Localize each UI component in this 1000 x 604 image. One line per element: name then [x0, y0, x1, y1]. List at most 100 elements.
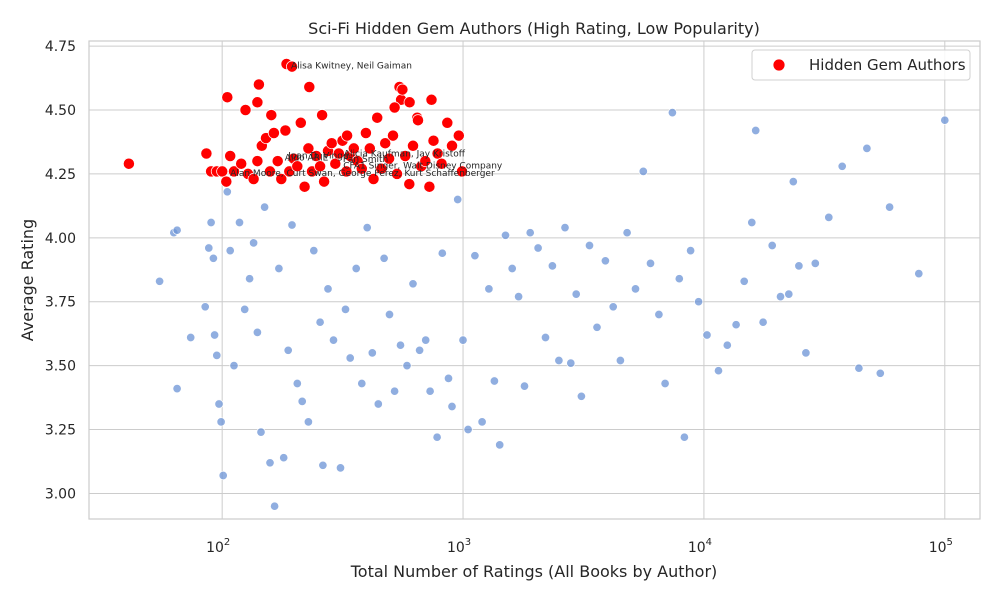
author-point	[500, 230, 511, 240]
x-tick-label: 105	[929, 537, 953, 556]
author-point	[940, 115, 950, 125]
point-annotation: Aldo ARIE	[285, 153, 329, 163]
author-point	[810, 258, 820, 268]
author-point	[415, 345, 425, 355]
hidden-gem-point	[363, 142, 376, 155]
author-point	[297, 396, 307, 406]
author-point	[540, 332, 551, 343]
author-point	[722, 340, 732, 350]
author-point	[600, 256, 610, 266]
hidden-gem-point	[294, 116, 307, 129]
author-point	[654, 309, 664, 320]
author-point	[328, 335, 339, 345]
author-point	[362, 223, 372, 233]
hidden-gem-point	[396, 83, 409, 96]
hidden-gem-point	[456, 165, 468, 178]
hidden-gem-point	[359, 127, 372, 139]
author-point	[208, 253, 218, 263]
hidden-gem-point	[407, 139, 419, 152]
author-point	[260, 202, 270, 212]
author-point	[571, 289, 581, 299]
point-annotation: Alan Moore, Curt Swan, George Perez, Kur…	[230, 169, 495, 179]
point-annotation: Joan D. Vinge	[287, 152, 349, 162]
hidden-gem-point	[325, 137, 338, 150]
author-point	[484, 284, 494, 294]
hidden-gem-point	[332, 147, 345, 160]
hidden-gem-point	[403, 178, 416, 191]
author-point	[218, 470, 228, 481]
author-point	[453, 194, 463, 205]
x-tick-label: 102	[206, 537, 230, 556]
axes-frame	[88, 40, 981, 520]
author-point	[775, 292, 786, 302]
hidden-gem-point	[291, 160, 304, 173]
hidden-gem-point	[347, 142, 360, 155]
hidden-gem-point	[341, 129, 354, 142]
grid-lines	[89, 41, 980, 519]
author-point	[630, 284, 641, 294]
author-point	[477, 417, 487, 427]
hidden-gem-point	[383, 152, 396, 165]
author-point	[731, 320, 741, 330]
author-point	[694, 297, 704, 307]
hidden-gem-point	[303, 81, 316, 93]
author-point	[249, 238, 259, 248]
author-point	[357, 378, 367, 389]
author-point	[470, 251, 480, 261]
hidden-gem-point	[419, 155, 432, 168]
author-point	[615, 355, 625, 366]
hidden-gem-point	[298, 180, 311, 193]
author-point	[287, 220, 297, 230]
hidden-gem-point	[425, 93, 438, 106]
y-tick-label: 3.25	[45, 423, 76, 439]
author-point	[303, 417, 313, 427]
author-point	[292, 378, 302, 389]
author-point	[172, 225, 182, 235]
author-point	[519, 381, 530, 391]
hidden-gem-point	[340, 165, 353, 178]
author-point	[323, 284, 333, 294]
hidden-gem-point	[265, 109, 278, 122]
author-point	[739, 276, 749, 286]
author-point	[234, 217, 245, 228]
author-point	[345, 353, 355, 363]
author-point	[432, 432, 442, 442]
hidden-gem-point	[375, 162, 388, 175]
x-axis-label: Total Number of Ratings (All Books by Au…	[350, 562, 718, 581]
y-axis-label: Average Rating	[18, 219, 37, 341]
chart-title: Sci-Fi Hidden Gem Authors (High Rating, …	[308, 19, 760, 38]
author-point	[379, 253, 389, 263]
hidden-gem-point	[239, 104, 252, 116]
author-point	[279, 453, 289, 463]
y-tick-label: 3.75	[45, 295, 76, 311]
hidden-gem-point	[275, 173, 288, 185]
author-point	[172, 384, 182, 394]
author-point	[767, 240, 777, 251]
author-point	[373, 399, 383, 409]
plot-frame	[88, 40, 981, 520]
hidden-gem-point	[235, 157, 248, 170]
author-point	[533, 243, 543, 253]
hidden-gem-point	[391, 167, 403, 180]
hidden-gem-point	[388, 101, 401, 114]
legend-box	[751, 49, 971, 81]
author-point	[875, 368, 885, 378]
hidden-gem-point	[247, 173, 260, 185]
hidden-gem-point	[379, 137, 392, 150]
author-point	[560, 223, 570, 233]
hidden-gem-point	[252, 78, 265, 91]
author-point	[507, 263, 517, 274]
plot-area	[89, 41, 980, 519]
author-point	[200, 302, 210, 312]
hidden-gem-point	[452, 129, 465, 142]
author-point	[245, 274, 255, 284]
author-point	[367, 348, 377, 358]
author-point	[206, 217, 216, 228]
author-point	[229, 361, 239, 371]
author-point	[216, 417, 226, 427]
author-point	[447, 401, 457, 412]
author-point	[622, 228, 632, 238]
